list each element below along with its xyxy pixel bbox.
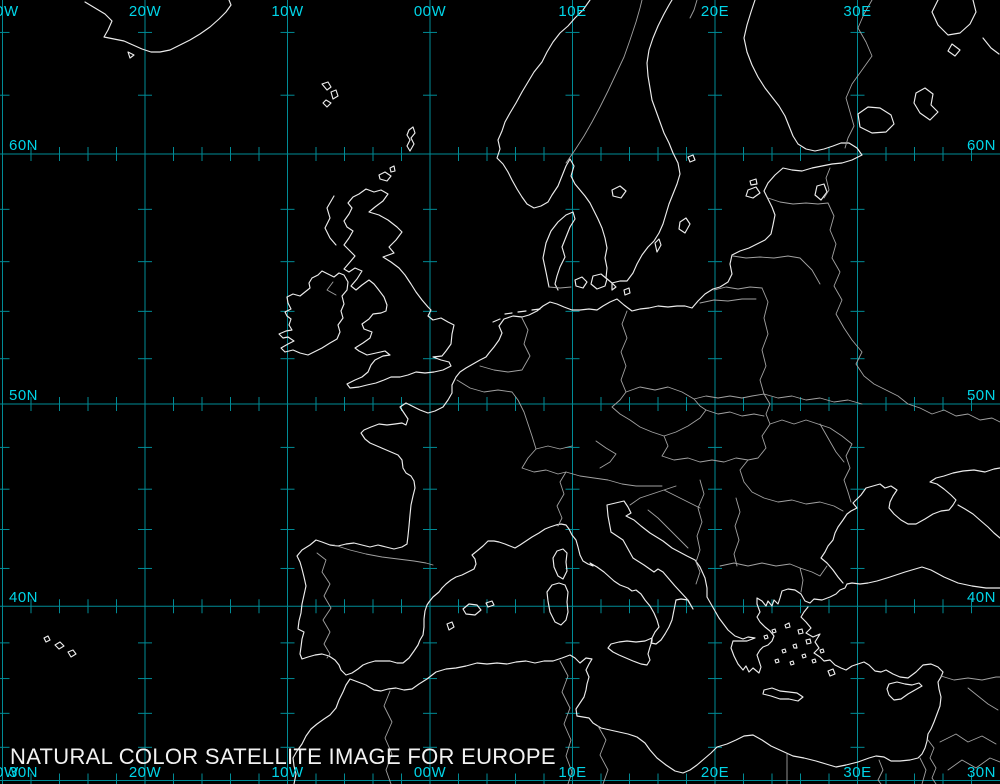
border-serbia-macedonia [695,479,741,585]
coastline-faroe [321,81,339,108]
border-rhine-benelux [456,317,537,450]
coastline-hebrides [324,195,337,246]
coastline-kuban [957,504,1000,539]
border-tunisia-libya [597,725,609,784]
coastline-norway-sweden [496,0,681,284]
border-france-spain [333,544,434,566]
lake-peipus [814,183,828,201]
coastline-estonian-isles [687,154,761,199]
lake-onega [913,87,939,121]
border-croatia-bosnia [629,485,701,549]
border-norway-sweden [565,0,643,164]
border-finland-russia [844,0,873,149]
border-algeria-tunisia [559,660,573,784]
river-nile [877,759,884,784]
coastline-azores [43,635,77,658]
border-ukraine-russia [763,257,1000,423]
coastline-great-britain [343,188,455,389]
coastline-crete [762,687,804,702]
border-austria-south [565,440,663,487]
border-kaliningrad [699,286,763,304]
coastline-iceland-islet [127,51,135,59]
coastline-rhodes [827,668,836,677]
border-switzerland [521,445,573,475]
border-sweden-finland [689,0,698,19]
border-germany-poland [620,310,628,393]
coastline-jutland [542,211,576,291]
coastline-balearics [446,600,495,631]
coastline-gotland [623,217,691,296]
country-borders [316,0,1000,784]
coastline-frisian-islands [492,308,541,323]
border-poland-east [759,287,769,395]
lake-vanern [611,185,627,199]
coastlines [43,0,1000,784]
border-hungary [661,423,771,463]
border-romania [739,419,853,512]
border-bulgaria-greece-turkey [719,562,828,593]
coastline-iceland [84,0,232,53]
coastline-ireland [278,270,349,356]
border-morocco-algeria [383,690,393,784]
border-portugal-spain [316,552,332,659]
border-levant-jordan [919,733,1000,784]
coastline-sardinia [546,582,569,626]
coastline-aegean-islands [763,622,825,666]
border-turkey-syria [940,675,1000,711]
annotation-block: NATURAL COLOR SATELLITE IMAGE FOR EUROPE… [10,699,556,784]
border-france-italy [556,471,567,527]
border-slovakia [693,393,771,425]
coastline-anatolia-levant-africa [292,606,944,784]
coastline-corsica [552,548,568,580]
annotation-title: NATURAL COLOR SATELLITE IMAGE FOR EUROPE [10,744,556,769]
border-northern-ireland [326,281,337,296]
border-germany-denmark [548,286,572,289]
coastline-danish-isles [574,273,617,291]
coastline-white-sea [931,0,1000,57]
coastline-sicily [607,637,653,666]
border-moldova [819,423,845,463]
coastline-orkney [378,165,396,182]
border-baltics [732,167,837,285]
coastline-black-sea-north [820,467,1000,584]
border-czech [611,386,707,437]
coastline-cyprus [886,681,923,701]
lake-ladoga [857,106,895,134]
coastline-mainland-europe [296,0,1000,676]
coastline-shetland [406,126,416,152]
